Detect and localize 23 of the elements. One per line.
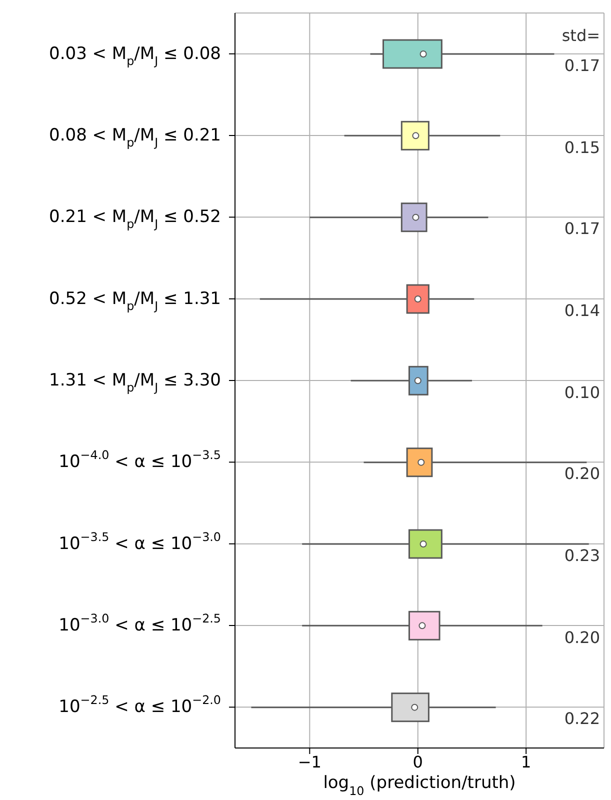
y-tick-label: 0.08 < M$_{p}$/M$_{J}$ ≤ 0.21 — [49, 126, 221, 150]
annotation: 0.20 — [564, 628, 600, 646]
x-tick-label: −1 — [298, 752, 322, 772]
y-tick-label: 10$^{−4.0}$ < α ≤ 10$^{−3.5}$ — [58, 448, 221, 472]
x-tick-label: 1 — [520, 752, 532, 772]
annotation: 0.23 — [564, 546, 600, 565]
x-tick-label: 0 — [412, 752, 423, 772]
y-tick-label: 0.03 < M$_{p}$/M$_{J}$ ≤ 0.08 — [49, 44, 221, 68]
annotation: 0.10 — [564, 382, 600, 402]
y-tick-label: 0.52 < M$_{p}$/M$_{J}$ ≤ 1.31 — [49, 288, 221, 313]
annotation: std= — [562, 26, 600, 45]
y-tick-label: 10$^{−3.5}$ < α ≤ 10$^{−3.0}$ — [58, 530, 221, 554]
annotation: 0.17 — [564, 56, 600, 75]
annotation: 0.15 — [564, 138, 600, 156]
annotation: 0.20 — [564, 464, 600, 484]
y-tick-label: 10$^{−3.0}$ < α ≤ 10$^{−2.5}$ — [58, 612, 221, 636]
annotation: 0.14 — [564, 300, 600, 320]
y-tick-label: 0.21 < M$_{p}$/M$_{J}$ ≤ 0.52 — [49, 207, 221, 232]
x-axis-title: log$_{10}$ (prediction/truth) — [323, 773, 516, 798]
y-tick-label: 1.31 < M$_{p}$/M$_{J}$ ≤ 3.30 — [49, 370, 221, 394]
annotation: 0.22 — [564, 709, 600, 728]
y-tick-label: 10$^{−2.5}$ < α ≤ 10$^{−2.0}$ — [58, 693, 221, 718]
annotation: 0.17 — [564, 219, 600, 238]
